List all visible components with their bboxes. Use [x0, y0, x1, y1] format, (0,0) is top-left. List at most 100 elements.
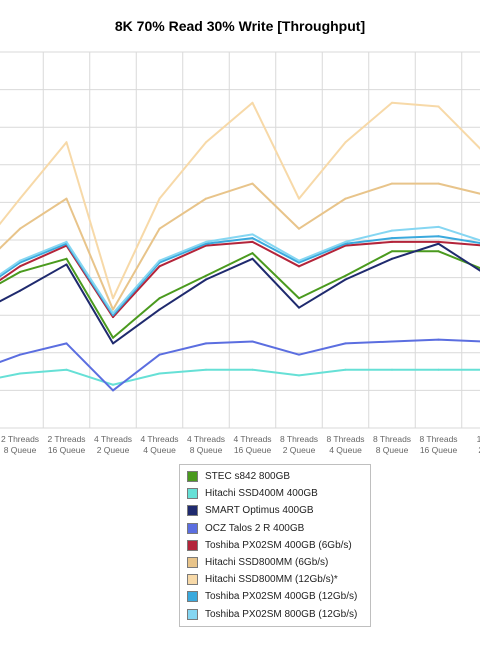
data-point	[112, 336, 114, 339]
series-line	[0, 250, 480, 339]
data-point	[437, 368, 440, 371]
data-point	[65, 342, 68, 345]
data-point	[205, 141, 207, 144]
data-point	[19, 270, 21, 273]
data-point	[344, 342, 347, 345]
data-point	[112, 308, 114, 311]
series-line	[0, 235, 480, 317]
legend-label: Hitachi SSD400M 400GB	[205, 488, 318, 500]
data-point	[344, 141, 347, 144]
data-point	[437, 338, 440, 341]
series-line	[0, 242, 480, 345]
data-point	[205, 368, 207, 371]
data-point	[391, 229, 393, 232]
data-point	[251, 233, 254, 236]
data-point	[112, 297, 114, 300]
data-point	[391, 101, 393, 104]
series-line	[0, 101, 480, 300]
legend-swatch	[187, 539, 198, 551]
data-point	[251, 340, 254, 343]
legend-item: Hitachi SSD800MM (6Gb/s)	[180, 554, 370, 571]
data-point	[19, 265, 21, 268]
data-point	[344, 240, 347, 243]
data-point	[112, 316, 114, 319]
data-point	[205, 244, 207, 247]
series-line	[0, 240, 480, 319]
series-line	[0, 368, 480, 386]
data-point	[112, 383, 114, 386]
data-point	[298, 306, 300, 309]
data-point	[158, 259, 161, 262]
data-point	[205, 240, 207, 243]
series-9	[0, 225, 480, 315]
gridlines	[0, 51, 480, 429]
legend-item: Toshiba PX02SM 400GB (6Gb/s)	[180, 537, 370, 554]
series-4	[0, 338, 480, 392]
data-point	[19, 227, 21, 230]
data-point	[19, 259, 21, 262]
data-point	[19, 353, 21, 356]
data-point	[391, 368, 393, 371]
data-point	[205, 242, 207, 245]
legend-label: OCZ Talos 2 R 400GB	[205, 522, 305, 534]
data-point	[112, 314, 114, 317]
data-point	[65, 141, 68, 144]
data-point	[344, 274, 347, 277]
data-point	[158, 265, 161, 268]
data-point	[344, 244, 347, 247]
data-point	[251, 257, 254, 260]
legend-item: OCZ Talos 2 R 400GB	[180, 520, 370, 537]
legend-item: STEC s842 800GB	[180, 468, 370, 485]
data-point	[205, 278, 207, 281]
data-point	[19, 289, 21, 292]
data-point	[391, 182, 393, 185]
legend: STEC s842 800GB Hitachi SSD400M 400GB SMAR…	[179, 464, 371, 627]
data-point	[158, 297, 161, 300]
series-5	[0, 240, 480, 319]
data-point	[205, 197, 207, 200]
data-point	[65, 368, 68, 371]
chart-title: 8K 70% Read 30% Write [Throughput]	[114, 18, 366, 34]
x-tick-label: 8 Threads 4 Queue	[326, 434, 364, 455]
data-point	[437, 235, 440, 238]
series-lines	[0, 101, 480, 392]
data-point	[65, 257, 68, 260]
legend-swatch	[187, 574, 198, 586]
data-point	[158, 353, 161, 356]
data-point	[391, 237, 393, 240]
legend-swatch	[187, 505, 198, 517]
x-tick-label: 2 Threads 8 Queue	[1, 434, 39, 455]
x-tick-label: 4 Threads 2 Queue	[94, 434, 132, 455]
series-3	[0, 242, 480, 345]
data-point	[298, 374, 300, 377]
legend-swatch	[187, 471, 198, 483]
data-point	[344, 197, 347, 200]
data-point	[158, 308, 161, 311]
series-line	[0, 182, 480, 311]
legend-label: Hitachi SSD800MM (6Gb/s)	[205, 557, 329, 569]
data-point	[65, 197, 68, 200]
data-point	[298, 297, 300, 300]
data-point	[251, 182, 254, 185]
data-point	[298, 265, 300, 268]
series-line	[0, 225, 480, 315]
data-point	[19, 372, 21, 375]
data-point	[19, 197, 21, 200]
legend-label: Toshiba PX02SM 400GB (6Gb/s)	[205, 539, 352, 551]
data-point	[344, 278, 347, 281]
legend-item: SMART Optimus 400GB	[180, 502, 370, 519]
legend-label: SMART Optimus 400GB	[205, 505, 314, 517]
legend-swatch	[187, 522, 198, 534]
data-point	[251, 101, 254, 104]
data-point	[344, 242, 347, 245]
legend-label: Toshiba PX02SM 400GB (12Gb/s)	[205, 591, 358, 603]
data-point	[158, 372, 161, 375]
data-point	[298, 259, 300, 262]
legend-item: Hitachi SSD800MM (12Gb/s)*	[180, 571, 370, 588]
series-1	[0, 250, 480, 339]
x-tick-label: 8 Threads 8 Queue	[373, 434, 411, 455]
data-point	[205, 274, 207, 277]
series-6	[0, 182, 480, 311]
legend-swatch	[187, 488, 198, 500]
legend-swatch	[187, 557, 198, 569]
